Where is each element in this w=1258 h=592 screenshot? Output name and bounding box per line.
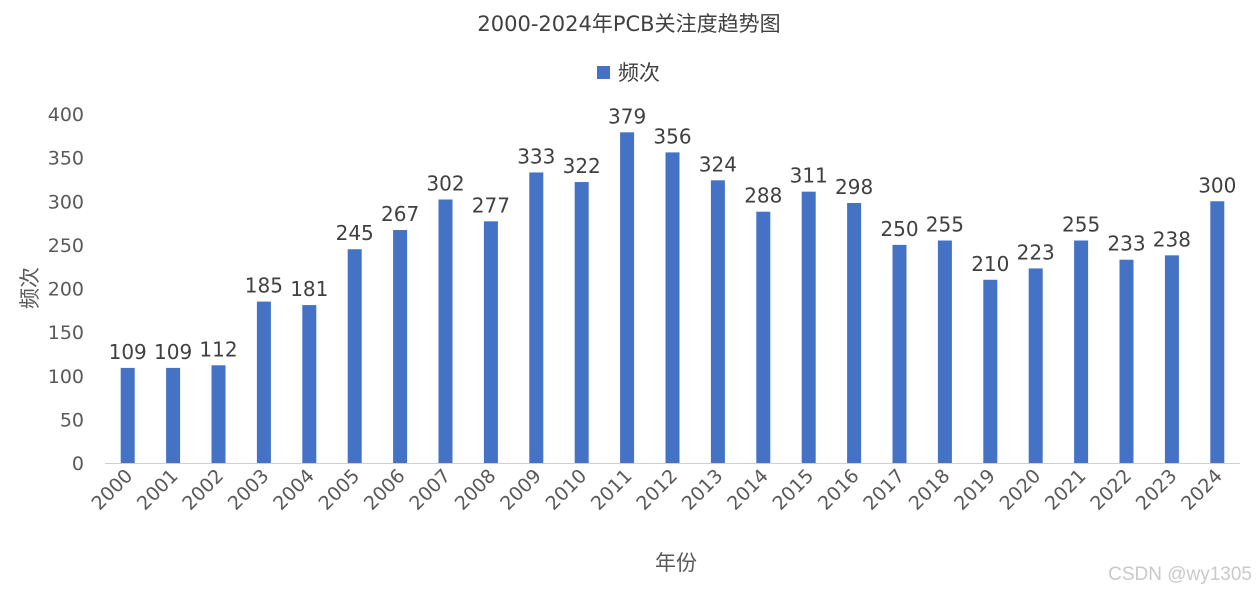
x-axis-title: 年份 [655, 551, 697, 575]
bar [1028, 268, 1043, 463]
y-tick-label: 150 [48, 322, 84, 344]
bar-data-label: 311 [790, 164, 828, 188]
bar [892, 244, 907, 463]
legend-label: 频次 [618, 61, 660, 85]
y-tick-label: 200 [48, 279, 84, 301]
bar-data-label: 181 [290, 277, 328, 301]
x-tick-label: 2007 [405, 465, 455, 515]
y-tick-label: 350 [48, 148, 84, 170]
bar [438, 199, 453, 463]
bar [1164, 255, 1179, 463]
bar [483, 221, 498, 463]
bar [983, 279, 998, 463]
bar [302, 305, 317, 463]
x-tick-label: 2004 [269, 465, 319, 515]
bar [529, 172, 544, 463]
bar [393, 230, 408, 463]
x-tick-label: 2006 [360, 465, 410, 515]
x-tick-label: 2010 [541, 465, 591, 515]
x-tick-label: 2001 [133, 465, 183, 515]
bar-data-label: 302 [426, 172, 464, 196]
bar-data-label: 300 [1198, 173, 1236, 197]
bar-data-label: 109 [109, 340, 147, 364]
bar-data-label: 250 [880, 217, 918, 241]
x-tick-label: 2013 [678, 465, 728, 515]
bar [710, 180, 725, 463]
chart-title: 2000-2024年PCB关注度趋势图 [477, 12, 781, 36]
x-tick-label: 2017 [859, 465, 909, 515]
bar [166, 367, 181, 463]
x-tick-label: 2014 [723, 465, 773, 515]
bar [620, 132, 635, 463]
bar-data-label: 324 [699, 152, 737, 176]
bar-data-label: 277 [472, 193, 510, 217]
bar-data-label: 112 [199, 337, 237, 361]
bar-data-label: 185 [245, 274, 283, 298]
x-tick-label: 2008 [451, 465, 501, 515]
x-tick-label: 2002 [178, 465, 228, 515]
y-tick-label: 0 [72, 453, 84, 475]
x-tick-label: 2000 [87, 465, 137, 515]
bar-data-label: 298 [835, 175, 873, 199]
x-tick-label: 2021 [1041, 465, 1091, 515]
bar [256, 301, 271, 463]
y-tick-label: 250 [48, 235, 84, 257]
x-tick-label: 2022 [1086, 465, 1136, 515]
bar [665, 152, 680, 463]
bar [847, 202, 862, 463]
y-tick-label: 100 [48, 366, 84, 388]
bar [756, 211, 771, 463]
bar-data-label: 255 [1062, 213, 1100, 237]
chart-legend: 频次 [597, 57, 660, 87]
bar-data-label: 356 [653, 124, 691, 148]
x-tick-label: 2018 [905, 465, 955, 515]
bar [1119, 259, 1134, 463]
x-tick-label: 2015 [768, 465, 818, 515]
bar [347, 249, 362, 463]
bar-data-label: 210 [971, 252, 1009, 276]
bar-data-label: 238 [1153, 227, 1191, 251]
y-tick-label: 300 [48, 191, 84, 213]
bar-data-label: 245 [336, 221, 374, 245]
bar-data-label: 223 [1017, 240, 1055, 264]
bar [120, 367, 135, 463]
legend-swatch [597, 65, 610, 79]
bar [937, 240, 952, 463]
x-tick-label: 2020 [995, 465, 1045, 515]
bar [1210, 201, 1225, 463]
bar-data-label: 379 [608, 104, 646, 128]
x-tick-label: 2023 [1132, 465, 1182, 515]
y-tick-label: 50 [60, 409, 84, 431]
x-tick-label: 2016 [814, 465, 864, 515]
y-tick-label: 400 [48, 104, 84, 126]
bar-data-label: 267 [381, 202, 419, 226]
x-tick-label: 2009 [496, 465, 546, 515]
bar-data-label: 233 [1107, 232, 1145, 256]
x-tick-label: 2005 [314, 465, 364, 515]
y-axis-title: 频次 [18, 267, 42, 309]
x-tick-label: 2011 [587, 465, 637, 515]
x-tick-label: 2003 [224, 465, 274, 515]
bar-data-label: 109 [154, 340, 192, 364]
x-tick-label: 2019 [950, 465, 1000, 515]
bar-data-label: 255 [926, 213, 964, 237]
bar-data-label: 333 [517, 144, 555, 168]
watermark: CSDN @wy1305 [1108, 564, 1252, 585]
x-tick-label: 2024 [1177, 465, 1227, 515]
bar-data-label: 288 [744, 184, 782, 208]
bar [1074, 240, 1089, 463]
bar [574, 182, 589, 463]
x-tick-label: 2012 [632, 465, 682, 515]
bar-data-label: 322 [563, 154, 601, 178]
bar [801, 191, 816, 463]
bar [211, 365, 226, 463]
